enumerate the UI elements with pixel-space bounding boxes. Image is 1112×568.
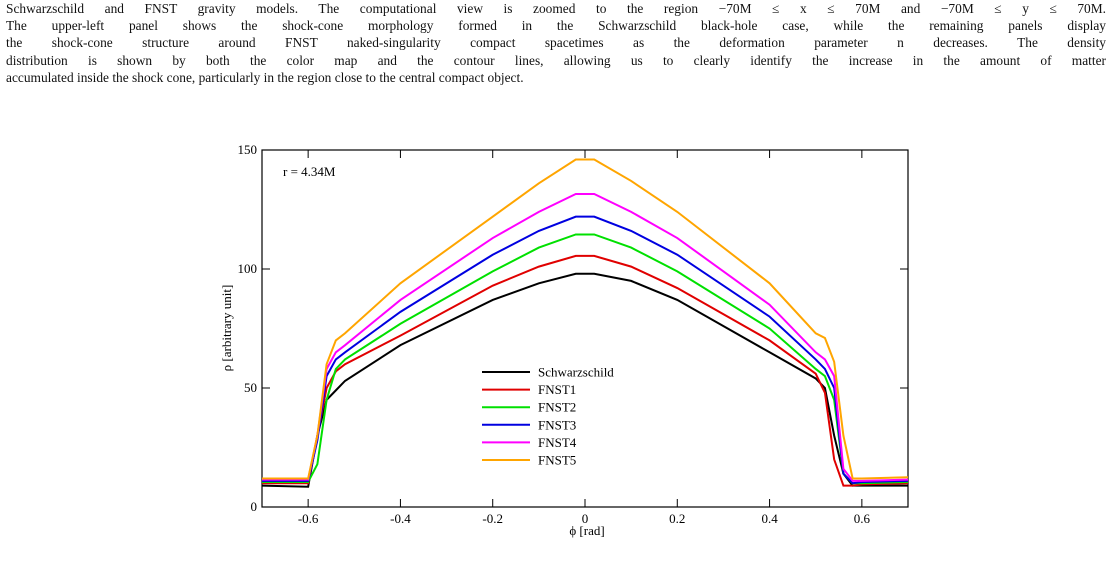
y-tick-label: 150 — [238, 142, 258, 157]
caption-line: distribution is shown by both the color … — [6, 52, 1106, 68]
legend-label: FNST2 — [538, 400, 576, 415]
series-line — [262, 158, 909, 480]
x-tick-label: 0.2 — [669, 511, 685, 526]
series-line — [262, 254, 909, 487]
legend-label: FNST1 — [538, 382, 576, 397]
y-axis-label: ρ [arbitrary unit] — [219, 285, 234, 372]
y-tick-label: 0 — [251, 499, 258, 514]
y-tick-label: 100 — [238, 261, 258, 276]
series-line — [262, 233, 909, 485]
x-tick-label: -0.6 — [298, 511, 319, 526]
x-tick-label: 0 — [582, 511, 589, 526]
caption-line: the shock-cone structure around FNST nak… — [6, 35, 1106, 51]
x-tick-label: -0.2 — [482, 511, 503, 526]
x-tick-label: 0.4 — [761, 511, 778, 526]
series-line — [262, 193, 909, 482]
caption-line: Schwarzschild and FNST gravity models. T… — [6, 1, 1106, 16]
series-line — [261, 272, 908, 488]
legend-label: FNST3 — [538, 417, 576, 432]
x-tick-label: 0.6 — [854, 511, 871, 526]
caption-line: The upper-left panel shows the shock-con… — [6, 18, 1106, 34]
caption-line: accumulated inside the shock cone, parti… — [6, 69, 524, 85]
x-tick-label: -0.4 — [390, 511, 411, 526]
y-tick-label: 50 — [244, 380, 257, 395]
legend-label: FNST5 — [538, 453, 576, 468]
legend-label: FNST4 — [538, 435, 577, 450]
annotation: r = 4.34M — [283, 164, 336, 179]
legend-label: Schwarzschild — [538, 365, 614, 380]
caption: Schwarzschild and FNST gravity models. T… — [6, 0, 1106, 86]
x-axis-label: ϕ [rad] — [569, 523, 604, 538]
